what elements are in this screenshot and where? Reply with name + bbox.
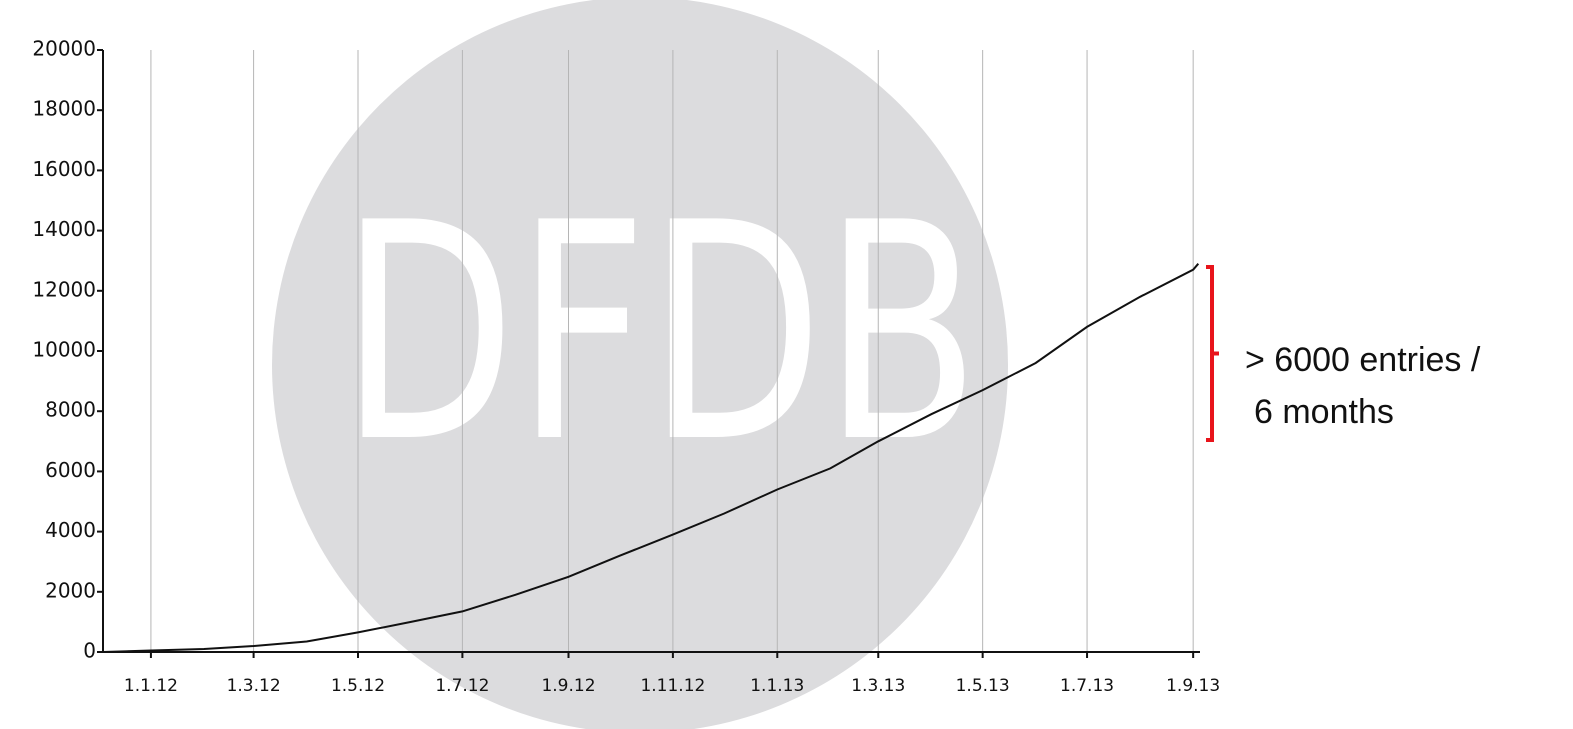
watermark-text: DFDB (340, 159, 980, 508)
x-tick-label: 1.3.12 (227, 676, 281, 696)
y-tick-label: 10000 (32, 338, 96, 362)
watermark: DFDB (272, 0, 1008, 729)
x-tick-label: 1.1.13 (750, 676, 804, 696)
y-tick-label: 14000 (32, 217, 96, 241)
annotation-text: 6 months (1254, 393, 1394, 431)
y-tick-label: 20000 (32, 37, 96, 61)
y-tick-label: 2000 (45, 578, 96, 602)
y-tick-label: 6000 (45, 458, 96, 482)
x-tick-label: 1.7.13 (1060, 676, 1114, 696)
y-tick-label: 16000 (32, 157, 96, 181)
x-tick-label: 1.9.13 (1166, 676, 1220, 696)
y-tick-label: 8000 (45, 398, 96, 422)
y-tick-label: 12000 (32, 277, 96, 301)
y-tick-label: 18000 (32, 97, 96, 121)
page: {"chart_data": {"type": "line", "waterma… (0, 0, 1573, 729)
y-tick-label: 4000 (45, 518, 96, 542)
annotation-text: > 6000 entries / (1245, 341, 1481, 379)
annotation-bracket (1206, 267, 1219, 440)
chart: DFDB 1.1.12 1.3.12 1.5.12 1.7.12 1.9.12 1.11.… (0, 0, 1573, 729)
x-tick-label: 1.1.12 (124, 676, 178, 696)
x-tick-label: 1.9.12 (541, 676, 595, 696)
x-tick-label: 1.11.12 (640, 676, 705, 696)
x-tick-label: 1.3.13 (851, 676, 905, 696)
x-tick-label: 1.7.12 (435, 676, 489, 696)
x-tick-label: 1.5.12 (331, 676, 385, 696)
y-tick-label: 0 (83, 639, 96, 663)
x-tick-label: 1.5.13 (956, 676, 1010, 696)
